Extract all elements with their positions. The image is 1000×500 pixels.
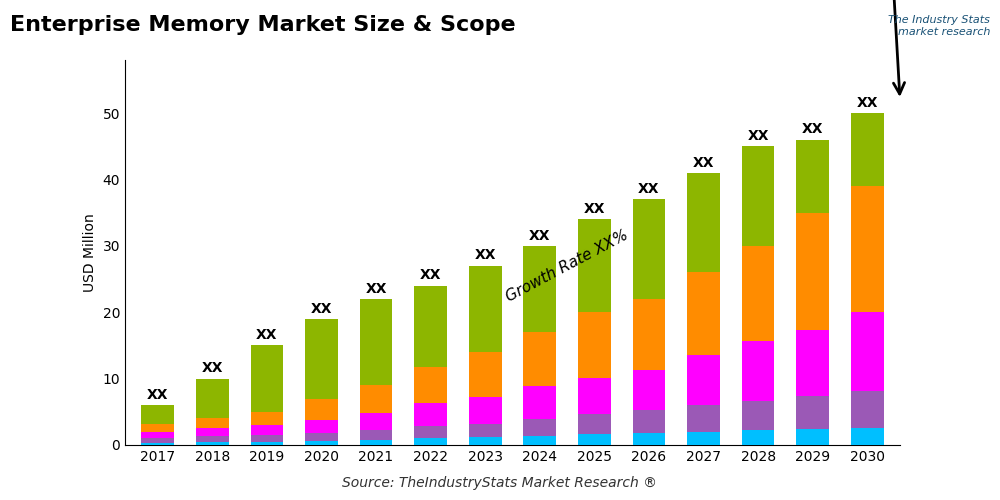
Bar [742, 400, 774, 430]
Bar [523, 246, 556, 332]
Bar [742, 341, 774, 400]
Text: XX: XX [147, 388, 168, 402]
Text: XX: XX [584, 202, 605, 216]
Bar [578, 414, 611, 434]
Text: XX: XX [474, 248, 496, 262]
Bar [251, 346, 283, 412]
Bar [414, 403, 447, 426]
Bar [196, 442, 229, 445]
Bar [305, 433, 338, 441]
Text: Growth Rate XX%: Growth Rate XX% [503, 227, 631, 304]
Bar [523, 436, 556, 445]
Bar [196, 428, 229, 436]
Text: XX: XX [747, 129, 769, 143]
Bar [251, 442, 283, 445]
Text: XX: XX [529, 228, 551, 242]
Bar [414, 366, 447, 403]
Bar [196, 378, 229, 418]
Text: XX: XX [693, 156, 714, 170]
Text: XX: XX [420, 268, 441, 282]
Bar [687, 272, 720, 355]
Text: XX: XX [857, 96, 878, 110]
Bar [687, 405, 720, 431]
Bar [141, 405, 174, 424]
Text: The Industry Stats
market research: The Industry Stats market research [888, 15, 990, 36]
Bar [796, 330, 829, 396]
Text: Source: TheIndustryStats Market Research ®: Source: TheIndustryStats Market Research… [342, 476, 658, 490]
Bar [360, 440, 392, 445]
Bar [523, 386, 556, 419]
Bar [414, 438, 447, 445]
Bar [141, 432, 174, 438]
Text: XX: XX [638, 182, 660, 196]
Bar [305, 441, 338, 445]
Text: XX: XX [256, 328, 278, 342]
Bar [305, 398, 338, 420]
Bar [251, 435, 283, 442]
Bar [469, 352, 502, 397]
Bar [633, 433, 665, 445]
Text: XX: XX [311, 302, 332, 316]
Bar [796, 429, 829, 445]
Bar [851, 113, 884, 186]
Bar [742, 246, 774, 341]
Bar [633, 299, 665, 370]
Bar [141, 438, 174, 443]
Bar [360, 299, 392, 386]
Bar [196, 436, 229, 442]
Bar [796, 212, 829, 330]
Bar [305, 420, 338, 433]
Bar [469, 424, 502, 437]
Bar [360, 413, 392, 430]
Bar [796, 396, 829, 429]
Bar [687, 173, 720, 272]
Text: XX: XX [365, 282, 387, 296]
Bar [687, 432, 720, 445]
Bar [469, 397, 502, 424]
Bar [360, 386, 392, 413]
Bar [414, 426, 447, 438]
Bar [742, 430, 774, 445]
Text: XX: XX [202, 362, 223, 376]
Bar [578, 378, 611, 414]
Bar [141, 443, 174, 445]
Text: XX: XX [802, 122, 823, 136]
Bar [742, 146, 774, 246]
Bar [523, 419, 556, 436]
Bar [141, 424, 174, 432]
Bar [687, 356, 720, 405]
Bar [851, 186, 884, 312]
Y-axis label: USD Million: USD Million [83, 213, 97, 292]
Bar [578, 312, 611, 378]
Bar [578, 434, 611, 445]
Bar [414, 286, 447, 366]
Bar [796, 140, 829, 212]
Bar [196, 418, 229, 428]
Bar [251, 412, 283, 425]
Bar [851, 391, 884, 428]
Bar [469, 266, 502, 352]
Bar [360, 430, 392, 440]
Bar [523, 332, 556, 386]
Bar [851, 428, 884, 445]
Bar [851, 312, 884, 391]
Bar [305, 319, 338, 398]
Bar [633, 370, 665, 410]
Bar [633, 200, 665, 299]
Bar [578, 220, 611, 312]
Bar [251, 425, 283, 435]
Bar [633, 410, 665, 433]
Bar [469, 437, 502, 445]
Text: Enterprise Memory Market Size & Scope: Enterprise Memory Market Size & Scope [10, 15, 516, 35]
